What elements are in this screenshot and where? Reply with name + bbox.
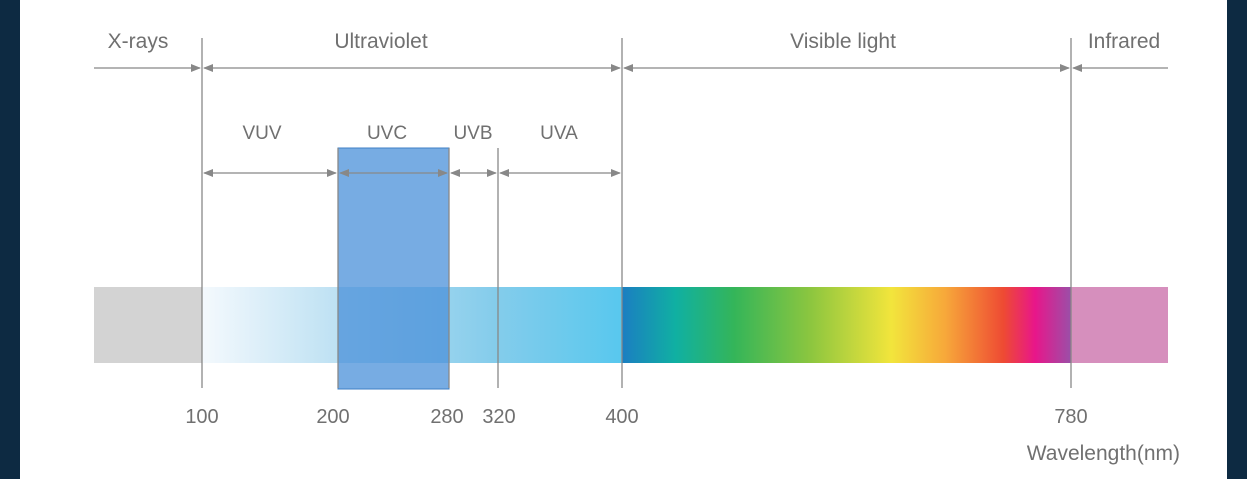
label-uva: UVA <box>540 123 578 144</box>
spectrum-panel <box>20 0 1227 479</box>
label-vuv: VUV <box>242 123 281 144</box>
label-visible: Visible light <box>790 30 896 53</box>
spectrum-bar <box>94 287 1168 363</box>
tick-400: 400 <box>605 406 638 428</box>
tick-100: 100 <box>185 406 218 428</box>
axis-label: Wavelength(nm) <box>1027 442 1180 465</box>
label-xrays: X-rays <box>108 30 169 53</box>
visible-band <box>622 287 1071 363</box>
label-ultraviolet: Ultraviolet <box>334 30 428 53</box>
label-uvc: UVC <box>367 123 407 144</box>
divider-lines <box>201 38 1072 388</box>
tick-780: 780 <box>1054 406 1087 428</box>
xray-band <box>94 287 202 363</box>
label-uvb: UVB <box>453 123 492 144</box>
tick-200: 200 <box>316 406 349 428</box>
label-infrared: Infrared <box>1088 30 1160 53</box>
tick-280: 280 <box>430 406 463 428</box>
tick-320: 320 <box>482 406 515 428</box>
uvc-highlight <box>337 147 450 390</box>
infrared-band <box>1071 287 1168 363</box>
